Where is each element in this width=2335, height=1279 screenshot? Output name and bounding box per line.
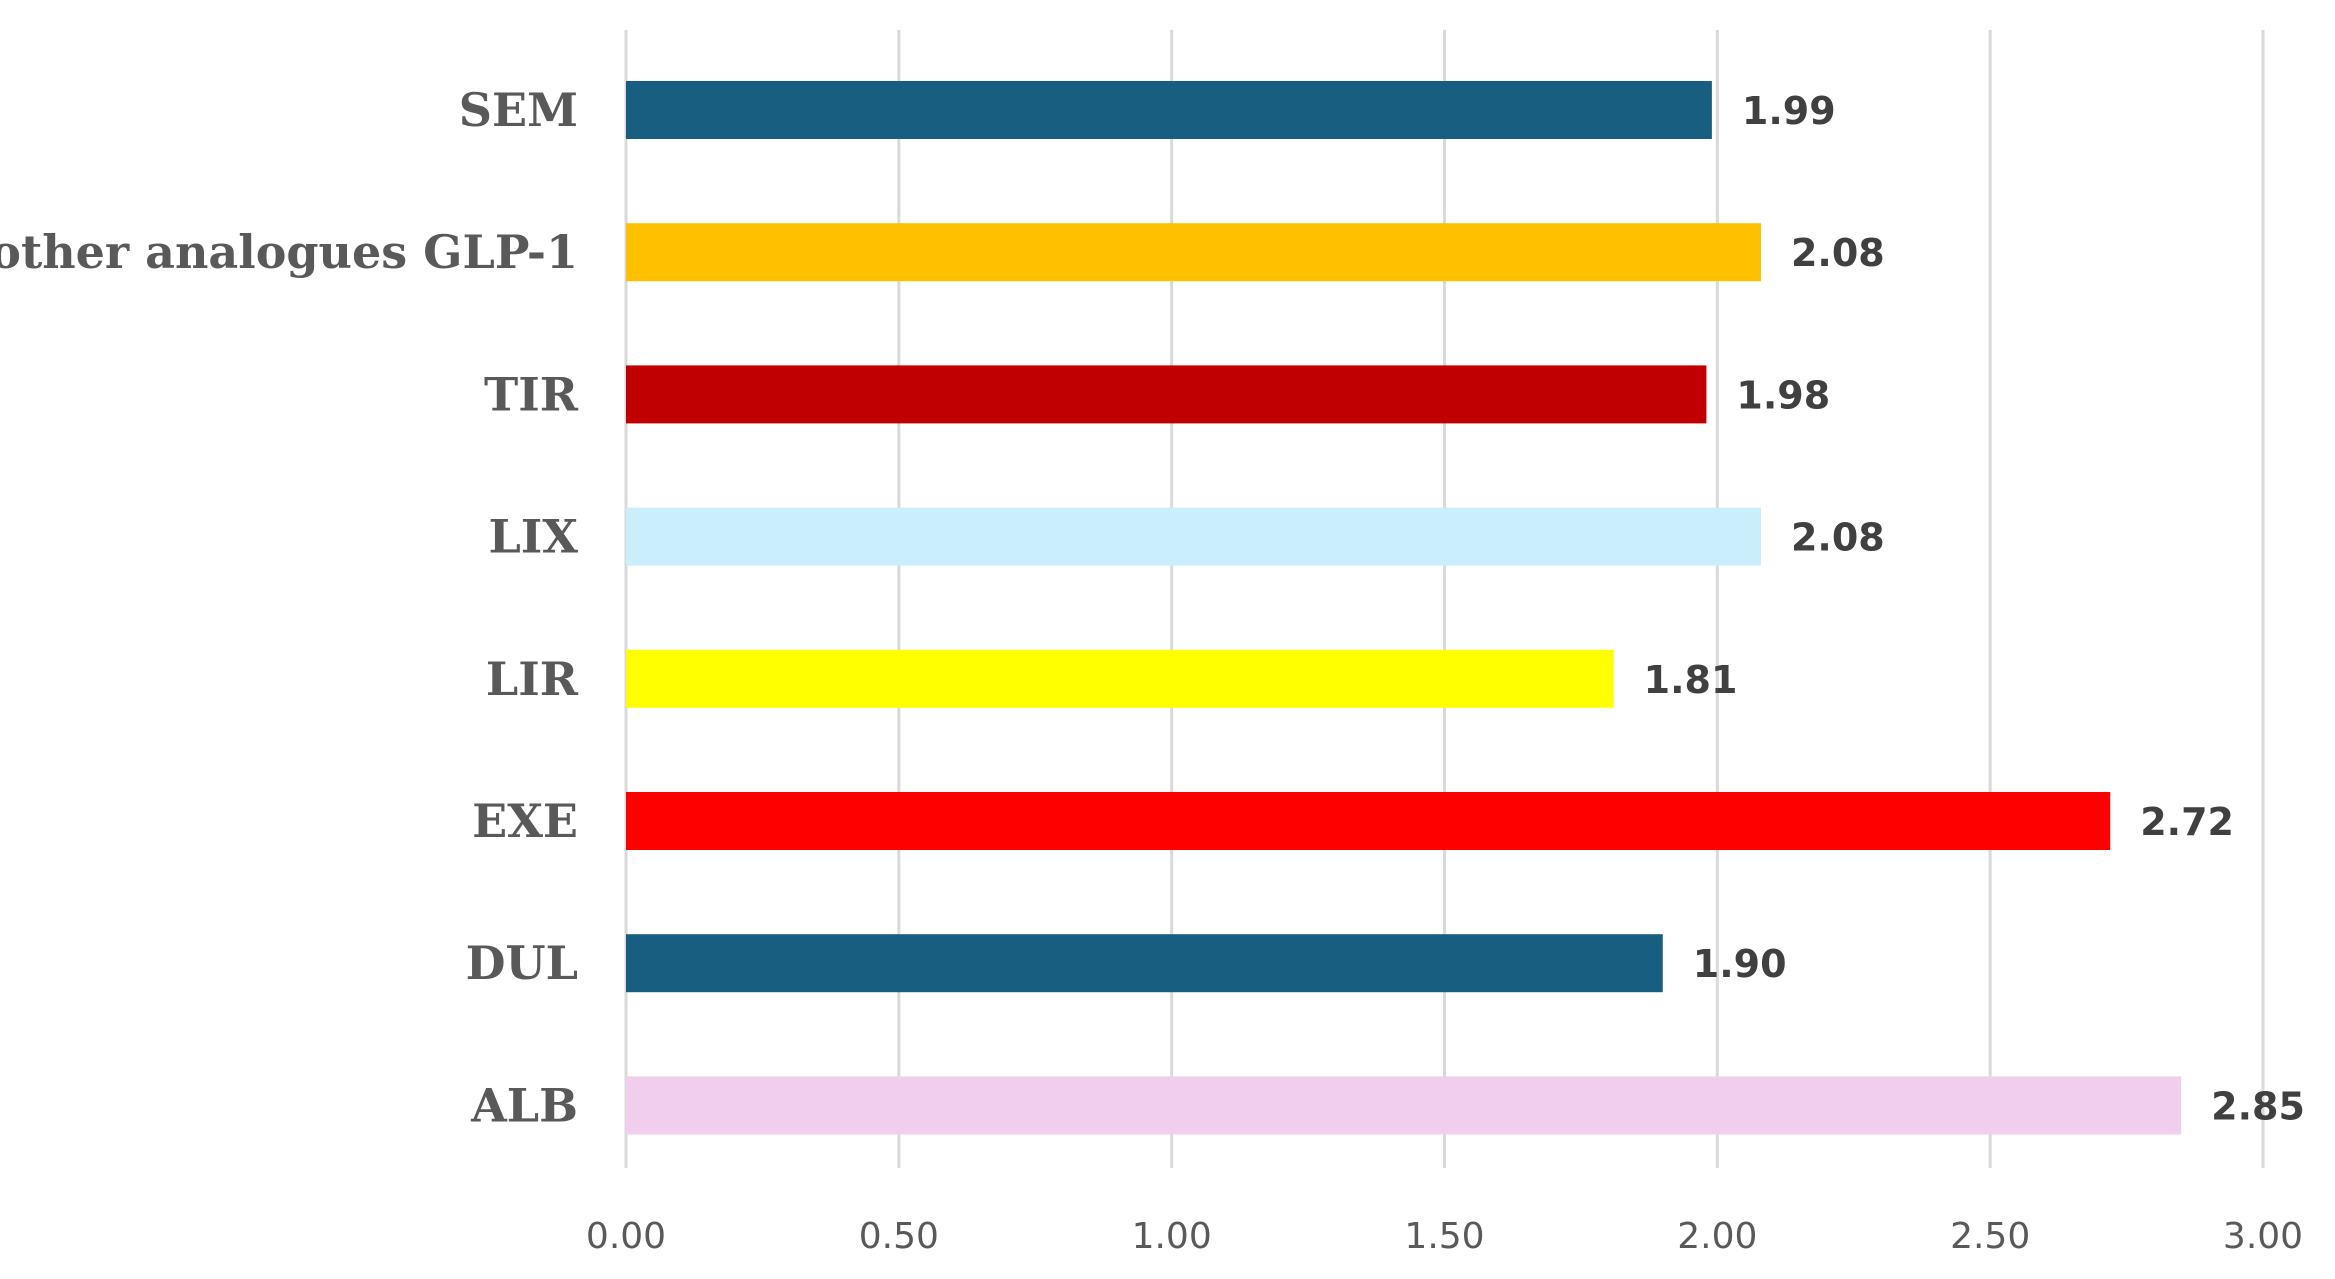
data-label: 2.72 [2140, 800, 2234, 844]
category-label: LIR [486, 652, 579, 706]
data-label: 1.98 [1736, 373, 1830, 417]
bar-dul [626, 934, 1663, 993]
data-label: 1.81 [1644, 658, 1738, 702]
label-layer: 0.00 0.50 1.00 1.50 2.00 2.50 3.00 SEM 1.99 All o… [0, 83, 2305, 1257]
category-label: LIX [488, 510, 578, 564]
data-label: 2.85 [2211, 1084, 2305, 1128]
x-tick-label: 2.00 [1677, 1216, 1757, 1257]
category-label: EXE [472, 794, 578, 848]
bar-tir [626, 365, 1707, 424]
bar-layer [626, 81, 2182, 1135]
bar-lir [626, 649, 1614, 708]
bar-sem [626, 81, 1712, 139]
category-label: ALB [470, 1078, 578, 1132]
x-tick-label: 3.00 [2223, 1216, 2303, 1257]
bar-exe [626, 792, 2111, 850]
category-label: TIR [484, 367, 579, 421]
grid-layer [624, 30, 2265, 1168]
data-label: 2.08 [1791, 231, 1885, 275]
bar-alb [626, 1076, 2182, 1135]
bar-lix [626, 507, 1761, 566]
x-tick-label: 0.00 [586, 1216, 666, 1257]
category-label: DUL [466, 936, 578, 990]
category-label: All other analogues GLP-1 [0, 225, 578, 279]
data-label: 1.99 [1742, 89, 1836, 133]
data-label: 2.08 [1791, 516, 1885, 560]
x-tick-label: 1.50 [1404, 1216, 1484, 1257]
x-tick-label: 1.00 [1132, 1216, 1212, 1257]
x-tick-label: 0.50 [859, 1216, 939, 1257]
x-tick-label: 2.50 [1950, 1216, 2030, 1257]
category-label: SEM [459, 83, 578, 137]
bar-all-other-analogues-glp-1 [626, 223, 1761, 282]
data-label: 1.90 [1693, 942, 1787, 986]
